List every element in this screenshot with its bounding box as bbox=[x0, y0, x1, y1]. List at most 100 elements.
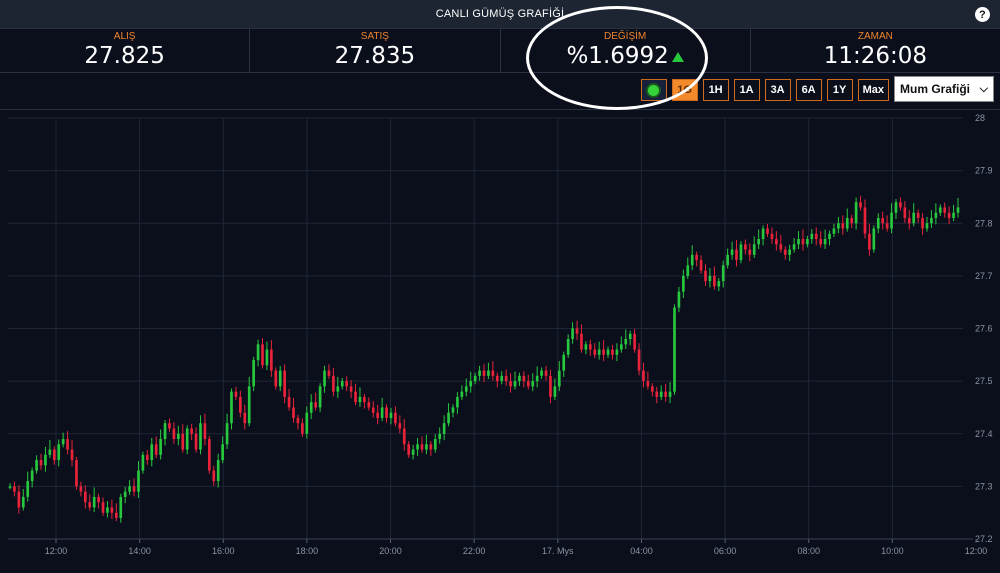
candle-body bbox=[571, 328, 574, 340]
candle-body bbox=[549, 375, 552, 397]
candle-body bbox=[806, 239, 809, 245]
stat-ask-label: SATIŞ bbox=[360, 31, 389, 42]
candle-body bbox=[912, 212, 916, 224]
candle-body bbox=[433, 439, 437, 450]
candle-body bbox=[854, 202, 858, 224]
candle-body bbox=[695, 254, 698, 261]
candle-body bbox=[327, 370, 331, 376]
candle-body bbox=[947, 212, 951, 218]
candle-body bbox=[619, 344, 623, 350]
x-tick-label: 10:00 bbox=[881, 546, 904, 556]
candle-body bbox=[504, 375, 508, 382]
candle-body bbox=[114, 512, 118, 518]
candle-body bbox=[775, 239, 778, 245]
candle-body bbox=[881, 217, 885, 224]
candle-body bbox=[106, 507, 109, 513]
candle-body bbox=[230, 391, 233, 424]
candle-body bbox=[921, 217, 924, 229]
candle-body bbox=[823, 239, 827, 245]
stat-bid-label: ALIŞ bbox=[113, 31, 136, 42]
candle-body bbox=[868, 233, 871, 250]
stat-ask-value: 27.835 bbox=[334, 43, 416, 69]
x-tick-label: 20:00 bbox=[379, 546, 402, 556]
timeframe-3a-button[interactable]: 3A bbox=[764, 79, 791, 101]
candle-body bbox=[438, 433, 442, 440]
candle-body bbox=[66, 439, 69, 450]
x-tick-label: 06:00 bbox=[714, 546, 737, 556]
y-tick-label: 27.4 bbox=[975, 429, 993, 439]
timeframe-1a-button[interactable]: 1A bbox=[733, 79, 760, 101]
candle-body bbox=[380, 407, 384, 418]
candle-body bbox=[717, 281, 721, 287]
x-tick-label: 14:00 bbox=[128, 546, 151, 556]
candle-body bbox=[35, 460, 38, 471]
candle-body bbox=[792, 244, 796, 250]
candle-body bbox=[402, 428, 406, 445]
candle-body bbox=[154, 444, 158, 455]
candle-body bbox=[190, 428, 193, 434]
candle-body bbox=[425, 444, 428, 450]
candle-body bbox=[903, 207, 907, 218]
candle-body bbox=[624, 339, 628, 345]
question-circle-icon[interactable]: ? bbox=[975, 7, 990, 22]
candle-body bbox=[814, 233, 818, 240]
candle-body bbox=[832, 228, 836, 234]
candle-body bbox=[70, 449, 74, 461]
chart-type-select[interactable]: Mum Grafiği ⌵ bbox=[894, 76, 994, 102]
candle-body bbox=[526, 381, 530, 387]
candle-body bbox=[247, 386, 251, 424]
candle-body bbox=[376, 412, 380, 418]
candle-body bbox=[150, 444, 154, 461]
candle-body bbox=[535, 375, 539, 382]
candle-body bbox=[752, 244, 756, 255]
candle-body bbox=[597, 349, 601, 355]
candle-body bbox=[208, 439, 211, 471]
candle-body bbox=[39, 460, 43, 466]
candle-body bbox=[17, 491, 21, 508]
candle-body bbox=[899, 202, 902, 208]
candle-body bbox=[340, 381, 344, 387]
candle-body bbox=[757, 239, 760, 245]
candle-body bbox=[301, 423, 304, 434]
candle-body bbox=[159, 439, 162, 455]
candle-body bbox=[283, 370, 286, 397]
timeframe-1g-button[interactable]: 1G bbox=[671, 79, 698, 101]
candle-body bbox=[863, 207, 867, 234]
stats-bar: ALIŞ 27.825 SATIŞ 27.835 DEĞİŞİM %1.6992… bbox=[0, 28, 1000, 73]
x-tick-label: 17. Mys bbox=[542, 546, 574, 556]
candle-body bbox=[770, 233, 774, 240]
candle-body bbox=[314, 402, 317, 408]
candle-body bbox=[540, 370, 543, 376]
candle-body bbox=[952, 212, 955, 218]
timeframe-1h-button[interactable]: 1H bbox=[702, 79, 729, 101]
candle-body bbox=[575, 328, 579, 334]
candle-body bbox=[278, 370, 282, 387]
chart-title-bar: CANLI GÜMÜŞ GRAFİĞİ ? bbox=[0, 0, 1000, 29]
candle-body bbox=[518, 375, 521, 382]
candle-body bbox=[482, 370, 486, 376]
live-toggle-button[interactable] bbox=[640, 79, 667, 101]
candle-body bbox=[274, 370, 278, 387]
candle-body bbox=[890, 212, 893, 229]
chevron-down-icon: ⌵ bbox=[979, 82, 988, 95]
candle-body bbox=[97, 496, 100, 503]
y-tick-label: 27.9 bbox=[975, 166, 993, 176]
timeframe-max-button[interactable]: Max bbox=[857, 79, 889, 101]
candle-body bbox=[553, 386, 557, 397]
candle-body bbox=[323, 370, 326, 387]
chart-type-selected: Mum Grafiği bbox=[900, 82, 971, 96]
candle-body bbox=[544, 370, 548, 376]
candle-body bbox=[500, 375, 504, 382]
candle-body bbox=[730, 249, 734, 255]
candle-body bbox=[810, 233, 814, 240]
y-tick-label: 27.8 bbox=[975, 218, 993, 228]
stat-change-value: %1.6992 bbox=[566, 43, 669, 69]
candle-body bbox=[119, 496, 123, 518]
timeframe-6a-button[interactable]: 6A bbox=[795, 79, 822, 101]
candle-body bbox=[460, 391, 464, 397]
candle-body bbox=[354, 391, 357, 403]
timeframe-1y-button[interactable]: 1Y bbox=[826, 79, 853, 101]
candle-body bbox=[21, 496, 25, 508]
candle-body bbox=[744, 244, 747, 250]
candle-body bbox=[748, 249, 752, 255]
